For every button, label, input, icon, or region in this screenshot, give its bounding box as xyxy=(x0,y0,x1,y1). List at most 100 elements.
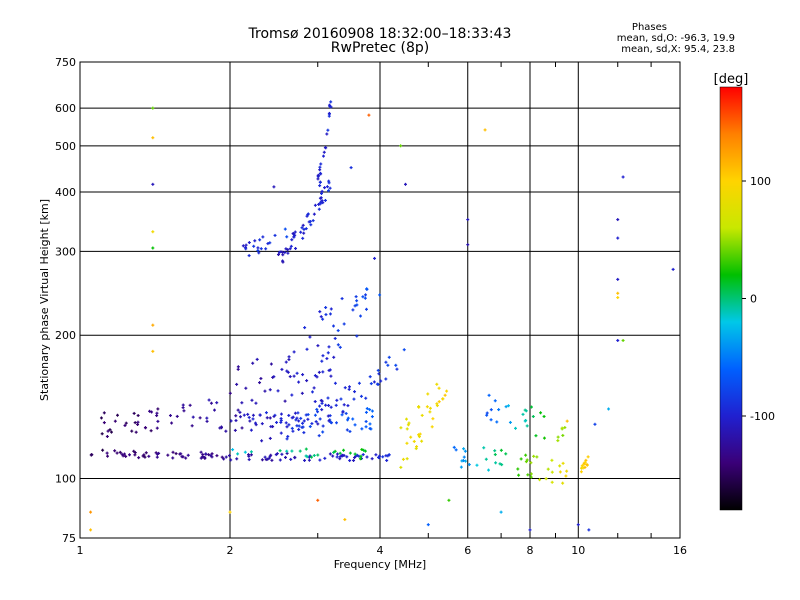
data-point xyxy=(255,357,259,361)
data-point xyxy=(347,387,351,391)
data-point xyxy=(102,411,106,415)
data-point xyxy=(122,452,126,456)
data-point xyxy=(168,414,172,418)
data-point xyxy=(130,429,134,433)
data-point xyxy=(325,132,329,136)
data-point xyxy=(303,458,307,462)
data-point xyxy=(281,259,285,263)
data-point xyxy=(316,177,320,181)
data-point xyxy=(113,449,117,453)
data-point xyxy=(333,336,337,340)
data-point xyxy=(291,232,295,236)
data-point xyxy=(460,459,464,463)
data-point xyxy=(544,477,548,481)
data-point xyxy=(463,449,467,453)
data-point xyxy=(394,363,398,367)
data-point xyxy=(191,415,195,419)
data-point xyxy=(363,296,367,300)
data-point xyxy=(500,463,504,467)
data-point xyxy=(254,401,258,405)
data-point xyxy=(364,420,368,424)
data-point xyxy=(136,420,140,424)
data-point xyxy=(430,425,434,429)
x-tick-label: 10 xyxy=(571,544,585,557)
data-point xyxy=(300,226,304,230)
data-point xyxy=(280,452,284,456)
data-point xyxy=(326,189,330,193)
data-point xyxy=(171,456,175,460)
data-point xyxy=(338,451,342,455)
phases-line-x: mean, sd,X: 95.4, 23.8 xyxy=(621,44,735,55)
data-point xyxy=(355,334,359,338)
data-point xyxy=(325,357,329,361)
data-point xyxy=(361,295,365,299)
data-point xyxy=(124,421,128,425)
data-point xyxy=(309,223,313,227)
data-point xyxy=(329,420,333,424)
data-point xyxy=(418,432,422,436)
data-point xyxy=(340,413,344,417)
data-point xyxy=(323,186,327,190)
data-point xyxy=(593,422,597,426)
data-point xyxy=(318,180,322,184)
data-point xyxy=(132,411,136,415)
data-point xyxy=(354,295,358,299)
data-point xyxy=(447,498,451,502)
data-point xyxy=(251,361,255,365)
data-point xyxy=(406,423,410,427)
data-point xyxy=(243,450,247,454)
data-point xyxy=(307,458,311,462)
data-point xyxy=(531,415,535,419)
data-point xyxy=(293,455,297,459)
data-point xyxy=(256,248,260,252)
data-point xyxy=(521,412,525,416)
data-point xyxy=(494,461,498,465)
data-point xyxy=(151,106,155,110)
data-point xyxy=(565,419,569,423)
data-point xyxy=(260,439,264,443)
data-point xyxy=(120,452,124,456)
data-point xyxy=(517,473,521,477)
chart-subtitle: RwPretec (8p) xyxy=(330,40,430,56)
data-point xyxy=(147,454,151,458)
data-point xyxy=(188,403,192,407)
data-point xyxy=(324,306,328,310)
data-point xyxy=(313,400,317,404)
data-point xyxy=(395,367,399,371)
data-point xyxy=(315,375,319,379)
data-point xyxy=(581,466,585,470)
data-point xyxy=(346,416,350,420)
data-point xyxy=(308,335,312,339)
data-point xyxy=(263,389,267,393)
data-point xyxy=(251,413,255,417)
data-point xyxy=(228,510,232,514)
data-point xyxy=(504,452,508,456)
data-point xyxy=(268,416,272,420)
data-point xyxy=(247,454,251,458)
data-point xyxy=(335,398,339,402)
data-point xyxy=(259,377,263,381)
data-point xyxy=(285,235,289,239)
y-tick-label: 100 xyxy=(55,473,76,486)
data-point xyxy=(621,338,625,342)
data-point xyxy=(182,409,186,413)
data-point xyxy=(335,421,339,425)
data-point xyxy=(312,386,316,390)
data-point xyxy=(124,454,128,458)
data-point xyxy=(233,428,237,432)
data-point xyxy=(308,425,312,429)
data-point xyxy=(316,422,320,426)
data-point xyxy=(231,448,235,452)
data-point xyxy=(403,182,407,186)
data-point xyxy=(616,291,620,295)
data-point xyxy=(580,464,584,468)
data-point xyxy=(291,415,295,419)
data-point xyxy=(302,227,306,231)
x-tick-label: 2 xyxy=(227,544,234,557)
data-point xyxy=(141,454,145,458)
data-point xyxy=(529,461,533,465)
data-point xyxy=(313,413,317,417)
data-point xyxy=(312,453,316,457)
data-point xyxy=(286,434,290,438)
data-point xyxy=(493,453,497,457)
